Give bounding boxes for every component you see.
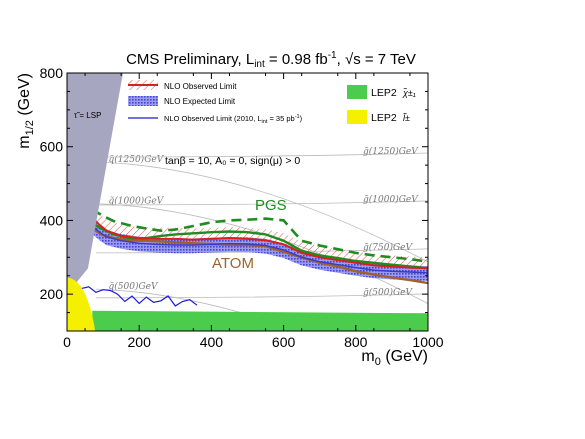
expected-limit-line [91,225,428,274]
legend-obs2010-label: NLO Observed Limit (2010, Lint = 35 pb-1… [164,114,303,125]
plot-area: q̃(1250)GeV q̃(1000)GeV q̃(500)GeV g̃(1250)… [67,73,428,331]
y-tick-label: 400 [40,212,64,228]
gluino-contour [95,200,428,206]
stau-lsp-label: τ̃ = LSP [74,111,101,120]
pgs-label: PGS [255,197,287,214]
y-axis-label: m1/2 (GeV) [16,73,36,149]
gluino-contour-label: g̃(1000)GeV [363,194,419,205]
legend-expected-swatch [128,96,158,106]
legend-lep-slepton-label: LEP2 [371,112,397,124]
legend-lep-slepton-swatch [347,110,367,124]
chart-title: CMS Preliminary, Lint = 0.98 fb-1, √s = … [126,50,416,70]
stau-lsp-region [67,73,123,295]
gluino-contour [95,152,428,158]
axis-ticks: 0 200 400 600 800 1000 200 400 600 800 [40,65,444,350]
limit-lines [73,208,428,307]
excluded-regions [67,73,428,331]
x-tick-label: 800 [344,334,368,350]
legend-observed-label: NLO Observed Limit [164,82,237,91]
legend-lep-slepton-symbol: l̃± [403,112,410,123]
lep-chargino-region [92,310,428,331]
x-axis-label: m0 (GeV) [361,348,428,368]
gluino-contour-label: g̃(1250)GeV [363,146,419,157]
gluino-contour-label: g̃(500)GeV [363,287,413,298]
atom-line [91,227,428,285]
x-tick-label: 600 [272,334,296,350]
obs2010-line [73,286,198,307]
y-tick-label: 800 [40,65,64,81]
observed-limit-line [91,216,428,270]
legend-lep-chargino-swatch [347,85,367,99]
mass-contours: q̃(1250)GeV q̃(1000)GeV q̃(500)GeV g̃(1250)… [95,146,428,331]
pgs-dashed-line [91,208,428,263]
squark-contour [95,161,428,263]
parameters-text: tanβ = 10, A₀ = 0, sign(μ) > 0 [165,155,300,167]
squark-contour-label: q̃(1000)GeV [109,196,165,207]
gluino-contour [95,293,428,299]
squark-contour-label: q̃(1250)GeV [109,154,165,165]
legend: NLO Observed Limit NLO Expected Limit NL… [128,80,416,125]
atom-label: ATOM [212,255,254,272]
gluino-contour-label: g̃(750)GeV [363,242,413,253]
legend-expected-label: NLO Expected Limit [164,97,236,106]
lep-slepton-region [67,277,96,331]
x-tick-label: 1000 [412,334,443,350]
x-tick-label: 400 [200,334,224,350]
y-tick-label: 200 [40,286,64,302]
x-tick-label: 200 [128,334,152,350]
y-tick-label: 600 [40,139,64,155]
legend-lep-chargino-label: LEP2 [371,87,397,99]
x-tick-label: 0 [63,334,71,350]
legend-lep-chargino-symbol: χ̃±₁ [402,87,416,98]
observed-limit-band [92,206,428,270]
squark-contour-label: q̃(500)GeV [109,281,159,292]
